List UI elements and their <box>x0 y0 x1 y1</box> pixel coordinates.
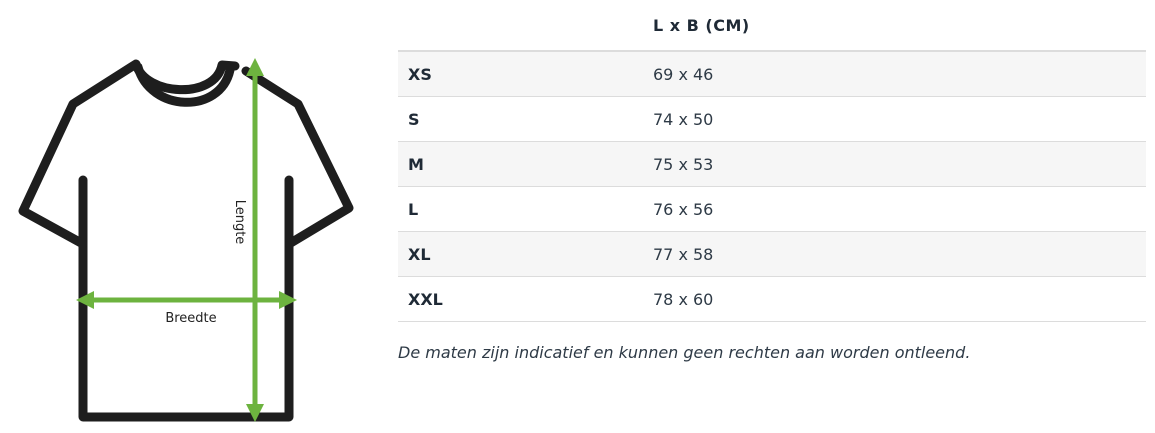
size-cell: XS <box>398 51 653 97</box>
table-row: S 74 x 50 <box>398 96 1146 142</box>
table-header-row: L x B (CM) <box>398 0 1146 52</box>
table-row: XL 77 x 58 <box>398 231 1146 277</box>
dimension-cell: 76 x 56 <box>653 186 1146 232</box>
dimension-cell: 74 x 50 <box>653 96 1146 142</box>
length-arrow <box>246 58 264 422</box>
table-row: XXL 78 x 60 <box>398 276 1146 322</box>
dimension-cell: 77 x 58 <box>653 231 1146 277</box>
size-cell: XL <box>398 231 653 277</box>
header-size <box>398 0 653 52</box>
size-cell: M <box>398 141 653 187</box>
shirt-right-sleeve-outline <box>241 66 354 249</box>
table-row: XS 69 x 46 <box>398 51 1146 97</box>
shirt-left-sleeve-outline <box>18 59 240 249</box>
size-table: L x B (CM) XS 69 x 46 S 74 x 50 M 75 x 5… <box>398 0 1146 322</box>
size-cell: XXL <box>398 276 653 322</box>
width-arrow <box>76 291 297 309</box>
width-label: Breedte <box>165 311 216 326</box>
size-cell: L <box>398 186 653 232</box>
dimension-cell: 75 x 53 <box>653 141 1146 187</box>
tshirt-size-diagram: Lengte Breedte <box>0 0 380 433</box>
dimension-cell: 78 x 60 <box>653 276 1146 322</box>
length-label: Lengte <box>232 200 247 245</box>
tshirt-illustration: Lengte Breedte <box>18 58 354 422</box>
shirt-collar-outline <box>133 62 235 107</box>
size-cell: S <box>398 96 653 142</box>
header-dimensions: L x B (CM) <box>653 0 1146 52</box>
disclaimer-text: De maten zijn indicatief en kunnen geen … <box>398 343 971 362</box>
dimension-cell: 69 x 46 <box>653 51 1146 97</box>
table-row: M 75 x 53 <box>398 141 1146 187</box>
size-table-container: L x B (CM) XS 69 x 46 S 74 x 50 M 75 x 5… <box>398 0 1146 322</box>
table-row: L 76 x 56 <box>398 186 1146 232</box>
